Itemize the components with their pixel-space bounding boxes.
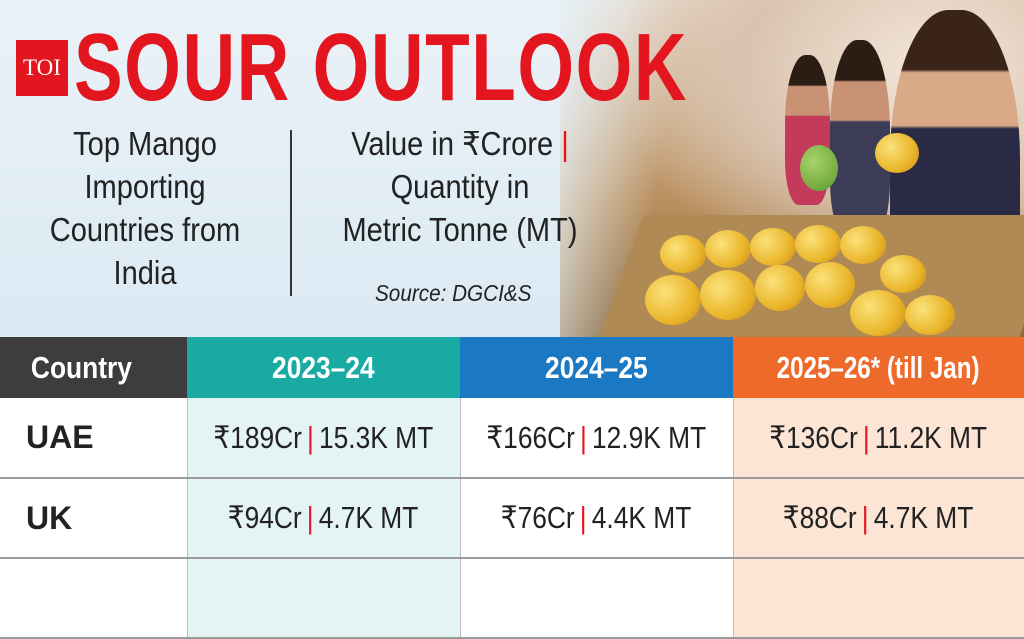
header-2025-26: 2025–26* (till Jan) <box>733 337 1024 398</box>
table-row: UAE ₹189Cr | 15.3K MT ₹166Cr | 12.9K MT ₹136… <box>0 398 1024 479</box>
table-row: UK ₹94Cr | 4.7K MT ₹76Cr | 4.4K MT ₹88Cr | 4.7… <box>0 478 1024 559</box>
header-2024-25: 2024–25 <box>460 337 733 398</box>
data-cell: ₹94Cr | 4.7K MT <box>187 478 461 559</box>
data-cell: ₹189Cr | 15.3K MT <box>187 398 461 479</box>
data-cell: ₹136Cr | 11.2K MT <box>733 398 1024 479</box>
subtitle-right: Value in ₹Crore | Quantity in Metric Ton… <box>342 125 578 248</box>
mango-vendor-photo <box>560 0 1024 337</box>
toi-logo: TOI <box>16 40 68 96</box>
header-country: Country <box>0 337 187 398</box>
table-row-partial <box>0 558 1024 639</box>
data-cell: ₹76Cr | 4.4K MT <box>460 478 734 559</box>
header-2023-24: 2023–24 <box>187 337 460 398</box>
country-cell: UAE <box>0 398 188 479</box>
subtitle-left: Top Mango Importing Countries from India <box>49 125 241 291</box>
source-note: Source: DGCI&S <box>375 280 532 306</box>
mango-import-table: Country 2023–24 2024–25 2025–26* (till J… <box>0 337 1024 639</box>
data-cell: ₹88Cr | 4.7K MT <box>733 478 1024 559</box>
country-cell: UK <box>0 478 188 559</box>
headline: SOUR OUTLOOK <box>74 14 689 121</box>
divider <box>290 130 292 296</box>
data-cell: ₹166Cr | 12.9K MT <box>460 398 734 479</box>
